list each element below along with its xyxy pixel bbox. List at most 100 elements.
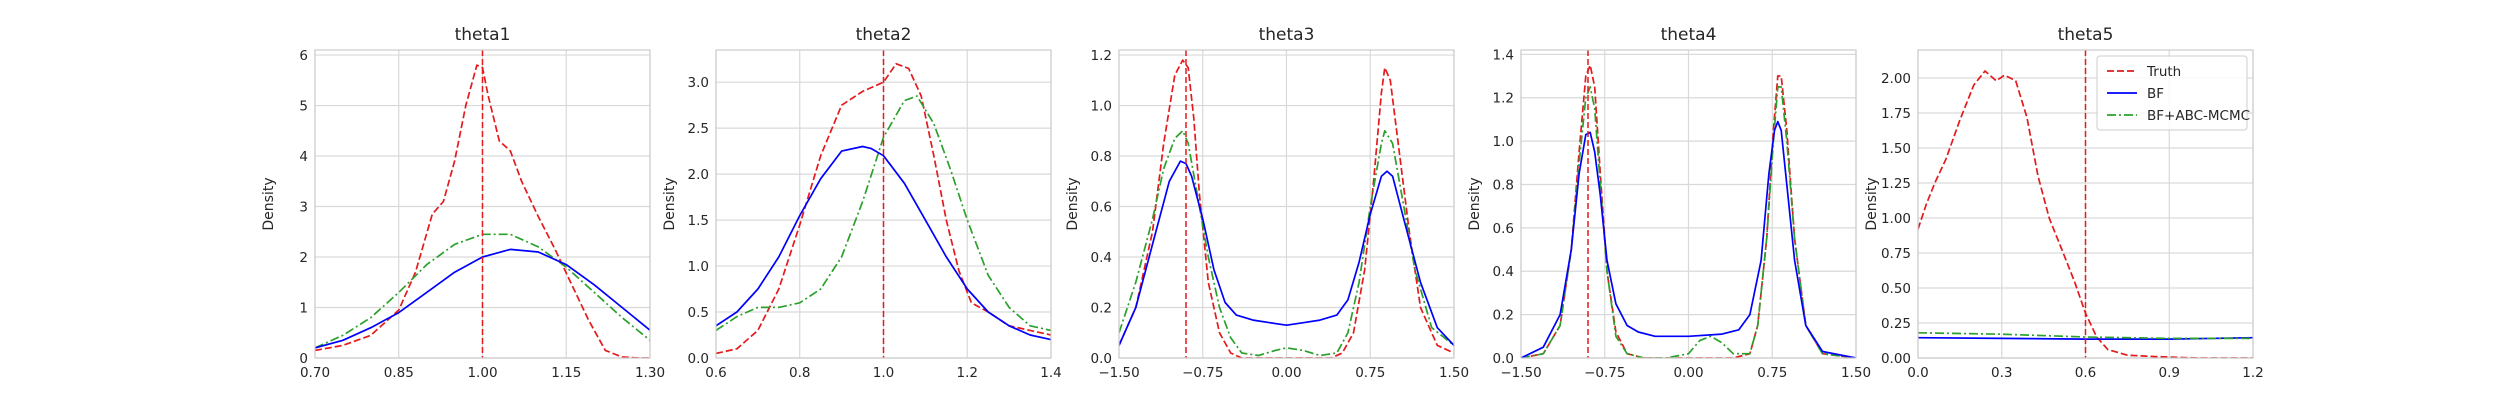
panel-title: theta4: [1661, 25, 1717, 45]
x-tick-label: −0.75: [1584, 365, 1625, 381]
y-tick-label: 1.00: [1881, 211, 1911, 227]
panel-title: theta2: [856, 25, 912, 45]
gridlines: [1118, 50, 1455, 359]
x-tick-label: 1.50: [1439, 365, 1469, 381]
panel-3: −1.50 −0.75 0.00 0.75 1.50 0.0 0.2 0.4 0.6 0.8 1.0…: [1065, 25, 1469, 381]
series-group: [1521, 64, 1856, 358]
x-tick-label: 0.9: [2159, 365, 2180, 381]
series-line-truth: [716, 62, 1051, 355]
y-tick-label: 4: [299, 149, 308, 165]
panel-title: theta3: [1259, 25, 1315, 45]
y-tick-label: 0.0: [688, 351, 709, 367]
x-tick-label: 0.3: [1991, 365, 2012, 381]
plot-frame: [314, 49, 651, 359]
series-line-solid-2: [1119, 160, 1454, 346]
y-tick-label: 1.0: [1493, 134, 1514, 150]
y-tick-label: 1.2: [1493, 91, 1514, 107]
y-axis-label: Density: [261, 177, 277, 230]
y-tick-label: 0.50: [1881, 281, 1911, 297]
legend-label: Truth: [2146, 64, 2181, 80]
legend-box: [2096, 55, 2248, 131]
x-tick-label: 1.4: [1040, 365, 1061, 381]
x-tick-label: 0.00: [1673, 365, 1703, 381]
y-tick-label: 2.00: [1881, 71, 1911, 87]
y-tick-label: 0.75: [1881, 246, 1911, 262]
x-tick-label: −1.50: [1098, 365, 1139, 381]
series-line-truth: [315, 64, 650, 358]
y-axis-label: Density: [662, 177, 678, 230]
plot-frame: [715, 49, 1052, 359]
series-group: [1119, 59, 1454, 358]
x-tick-label: −1.50: [1500, 365, 1541, 381]
y-tick-label: 3: [299, 200, 308, 216]
y-tick-label: 0.6: [1091, 200, 1112, 216]
x-tick-label: 0.70: [300, 365, 330, 381]
y-tick-label: 0.00: [1881, 351, 1911, 367]
y-tick-label: 2.0: [688, 167, 709, 183]
y-tick-label: 0.6: [1493, 221, 1514, 237]
x-tick-label: 0.6: [705, 365, 726, 381]
x-tick-label: 1.0: [873, 365, 894, 381]
series-line-solid-2: [1521, 120, 1856, 358]
x-tick-label: 1.2: [957, 365, 978, 381]
y-tick-label: 0.0: [1493, 351, 1514, 367]
x-tick-label: −0.75: [1182, 365, 1223, 381]
y-tick-label: 0.4: [1091, 250, 1112, 266]
y-tick-label: 0.2: [1493, 308, 1514, 324]
series-line-dashdot-1: [716, 95, 1051, 332]
x-tick-label: 1.30: [635, 365, 665, 381]
y-tick-label: 0.5: [688, 305, 709, 321]
x-tick-label: 0.6: [2075, 365, 2096, 381]
series-line-dashdot-1: [1521, 86, 1856, 358]
series-line-truth: [1521, 64, 1856, 358]
panel-title: theta1: [455, 25, 511, 45]
gridlines: [1520, 50, 1857, 359]
y-tick-label: 0.4: [1493, 264, 1514, 280]
y-tick-label: 1.0: [688, 259, 709, 275]
y-tick-label: 0: [299, 351, 308, 367]
y-tick-label: 0.0: [1091, 351, 1112, 367]
y-tick-label: 1.4: [1493, 47, 1514, 63]
series-line-truth: [1918, 70, 2253, 358]
legend-label: BF+ABC-MCMC: [2147, 108, 2250, 124]
y-tick-label: 0.2: [1091, 301, 1112, 317]
x-tick-label: 0.85: [384, 365, 414, 381]
series-group: [716, 62, 1051, 355]
series-line-dashdot-1: [1119, 129, 1454, 357]
y-axis-label: Density: [1065, 177, 1081, 230]
y-tick-label: 0.8: [1493, 177, 1514, 193]
series-line-solid-2: [716, 145, 1051, 341]
x-tick-label: 1.15: [551, 365, 581, 381]
legend-label: BF: [2147, 86, 2164, 102]
y-tick-label: 1: [299, 301, 308, 317]
y-tick-label: 0.25: [1881, 316, 1911, 332]
series-line-bf-abc-mcmc: [1918, 331, 2253, 340]
panel-1: 0.70 0.85 1.00 1.15 1.30 0 1 2 3 4 5 6 theta1 Density: [261, 25, 665, 381]
y-tick-label: 5: [299, 99, 308, 115]
panel-title: theta5: [2058, 25, 2114, 45]
x-tick-label: 1.2: [2242, 365, 2263, 381]
plot-frame: [1520, 49, 1857, 359]
y-axis-label: Density: [1467, 177, 1483, 230]
y-tick-label: 1.75: [1881, 106, 1911, 122]
y-axis-label: Density: [1864, 177, 1880, 230]
panel-5: 0.0 0.3 0.6 0.9 1.2 0.00 0.25 0.50 0.75 1.00 1.25 1…: [1864, 25, 2264, 381]
x-tick-label: 1.00: [467, 365, 497, 381]
panel-4: −1.50 −0.75 0.00 0.75 1.50 0.0 0.2 0.4 0.6 0.8 1.0…: [1467, 25, 1871, 381]
legend: Truth BF BF+ABC-MCMC: [2096, 55, 2250, 131]
y-tick-label: 6: [299, 48, 308, 64]
x-tick-label: 0.75: [1757, 365, 1787, 381]
y-tick-label: 1.25: [1881, 176, 1911, 192]
y-tick-label: 3.0: [688, 75, 709, 91]
series-line-truth: [1119, 59, 1454, 358]
plot-frame: [1917, 49, 2254, 359]
y-tick-label: 0.8: [1091, 149, 1112, 165]
y-tick-label: 2: [299, 250, 308, 266]
y-tick-label: 1.5: [688, 213, 709, 229]
panel-2: 0.6 0.8 1.0 1.2 1.4 0.0 0.5 1.0 1.5 2.0 2.5 3.0 thet…: [662, 25, 1062, 381]
plot-frame: [1118, 49, 1455, 359]
x-tick-label: 0.8: [789, 365, 810, 381]
x-tick-label: 0.0: [1907, 365, 1928, 381]
x-tick-label: 0.75: [1355, 365, 1385, 381]
